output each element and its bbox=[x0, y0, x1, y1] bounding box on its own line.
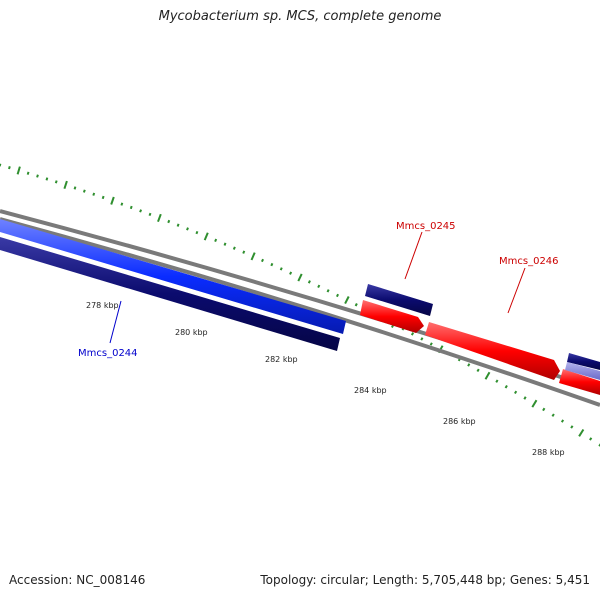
gene-label-mmcs-0246[interactable]: Mmcs_0246 bbox=[499, 256, 559, 267]
minor-tick bbox=[560, 419, 565, 423]
gene-light-right[interactable] bbox=[565, 362, 600, 380]
minor-tick bbox=[186, 227, 189, 231]
minor-tick bbox=[195, 230, 199, 235]
tick-marks bbox=[0, 163, 600, 447]
minor-tick bbox=[354, 303, 358, 307]
gene-mmcs-0245[interactable] bbox=[365, 284, 433, 316]
major-tick bbox=[578, 428, 585, 437]
minor-tick bbox=[139, 209, 143, 213]
major-tick bbox=[250, 252, 256, 261]
gene-navy-right[interactable] bbox=[567, 353, 600, 370]
minor-tick bbox=[307, 280, 311, 284]
backbone-inner-line bbox=[0, 217, 600, 407]
minor-tick bbox=[26, 171, 30, 175]
gene-mmcs-0246[interactable] bbox=[425, 322, 560, 380]
major-tick bbox=[344, 296, 350, 305]
minor-tick bbox=[570, 425, 574, 429]
major-tick bbox=[16, 166, 21, 175]
minor-tick bbox=[467, 363, 471, 367]
gene-label-mmcs-0244[interactable]: Mmcs_0244 bbox=[78, 348, 138, 359]
map-title: Mycobacterium sp. MCS, complete genome bbox=[158, 9, 442, 24]
major-tick bbox=[297, 273, 303, 282]
minor-tick bbox=[120, 202, 124, 206]
minor-tick bbox=[523, 396, 527, 400]
gene-red-arrow-3[interactable] bbox=[559, 369, 600, 395]
accession-text: Accession: NC_008146 bbox=[9, 573, 146, 587]
minor-tick bbox=[129, 205, 133, 210]
minor-tick bbox=[335, 293, 340, 298]
minor-tick bbox=[514, 390, 518, 395]
minor-tick bbox=[82, 189, 86, 193]
minor-tick bbox=[326, 289, 330, 293]
leader-line-mmcs-0244 bbox=[109, 300, 122, 344]
gene-mmcs-0244-forward[interactable] bbox=[0, 219, 346, 334]
tick-label-288: 288 kbp bbox=[532, 448, 565, 457]
minor-tick bbox=[289, 271, 293, 275]
major-tick bbox=[110, 196, 115, 205]
minor-tick bbox=[92, 192, 96, 196]
minor-tick bbox=[260, 258, 265, 263]
minor-tick bbox=[242, 250, 246, 254]
minor-tick bbox=[45, 177, 49, 181]
minor-tick bbox=[167, 219, 171, 224]
minor-tick bbox=[54, 180, 58, 184]
minor-tick bbox=[73, 186, 77, 190]
major-tick bbox=[531, 399, 538, 408]
minor-tick bbox=[214, 238, 218, 242]
minor-tick bbox=[429, 342, 433, 346]
major-tick bbox=[63, 180, 68, 190]
major-tick bbox=[157, 213, 162, 223]
minor-tick bbox=[232, 246, 236, 250]
minor-tick bbox=[270, 262, 274, 267]
minor-tick bbox=[223, 242, 227, 246]
minor-tick bbox=[476, 368, 480, 373]
minor-tick bbox=[589, 437, 593, 441]
minor-tick bbox=[598, 443, 600, 447]
minor-tick bbox=[176, 223, 180, 227]
minor-tick bbox=[420, 337, 424, 341]
gene-reverse-strand-left[interactable] bbox=[0, 237, 340, 351]
major-tick bbox=[484, 371, 491, 380]
gene-label-mmcs-0245[interactable]: Mmcs_0245 bbox=[396, 221, 456, 232]
minor-tick bbox=[148, 212, 152, 217]
minor-tick bbox=[495, 379, 499, 383]
minor-tick bbox=[101, 195, 105, 200]
tick-label-280: 280 kbp bbox=[175, 328, 208, 337]
minor-tick bbox=[504, 384, 508, 389]
genome-summary-text: Topology: circular; Length: 5,705,448 bp… bbox=[260, 573, 590, 587]
minor-tick bbox=[551, 413, 555, 417]
minor-tick bbox=[542, 407, 546, 412]
minor-tick bbox=[410, 332, 415, 336]
leader-line-mmcs-0245 bbox=[404, 231, 423, 280]
tick-label-284: 284 kbp bbox=[354, 386, 387, 395]
minor-tick bbox=[279, 267, 283, 271]
tick-label-286: 286 kbp bbox=[443, 417, 476, 426]
tick-label-278: 278 kbp bbox=[86, 301, 119, 310]
minor-tick bbox=[317, 284, 321, 289]
leader-line-mmcs-0246 bbox=[507, 267, 526, 314]
major-tick bbox=[203, 232, 209, 241]
tick-label-282: 282 kbp bbox=[265, 355, 298, 364]
minor-tick bbox=[36, 174, 39, 178]
minor-tick bbox=[8, 166, 11, 170]
gene-red-arrow-1[interactable] bbox=[360, 300, 424, 333]
